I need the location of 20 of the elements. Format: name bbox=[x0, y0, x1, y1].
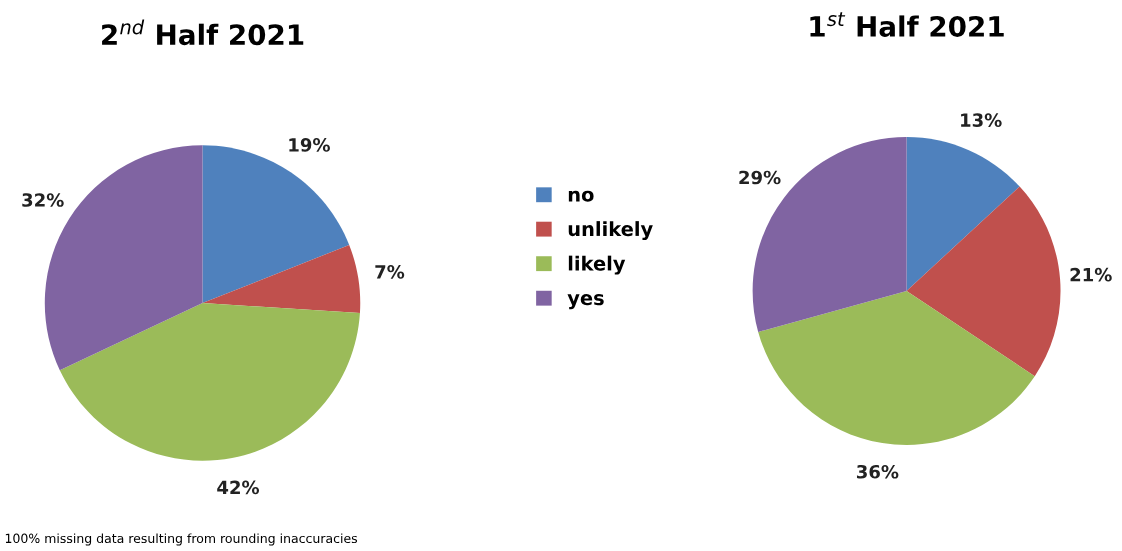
legend-label: yes bbox=[567, 294, 604, 310]
data-label: 21% bbox=[1070, 267, 1112, 282]
data-label: 29% bbox=[739, 170, 781, 185]
pie-slice bbox=[59, 303, 360, 461]
pie-slice bbox=[906, 136, 1020, 291]
pie-slice bbox=[906, 186, 1061, 377]
legend-label: unlikely bbox=[568, 221, 653, 241]
chart-title: 2$^{nd}$ Half 2021 bbox=[102, 19, 304, 46]
data-label: 13% bbox=[961, 113, 1002, 127]
data-label: 42% bbox=[217, 480, 260, 495]
legend-label: no bbox=[568, 190, 594, 202]
pie-slice bbox=[202, 244, 361, 313]
text: 100% missing data resulting from rounding inaccuracies bbox=[5, 533, 358, 546]
data-label: 19% bbox=[289, 138, 330, 152]
data-label: 7% bbox=[375, 265, 405, 279]
data-label: 36% bbox=[856, 464, 899, 479]
pie-slice bbox=[758, 290, 1035, 445]
legend-label: likely bbox=[568, 255, 626, 275]
chart-title: 1$^{st}$ Half 2021 bbox=[810, 12, 1004, 37]
data-label: 32% bbox=[22, 193, 64, 207]
